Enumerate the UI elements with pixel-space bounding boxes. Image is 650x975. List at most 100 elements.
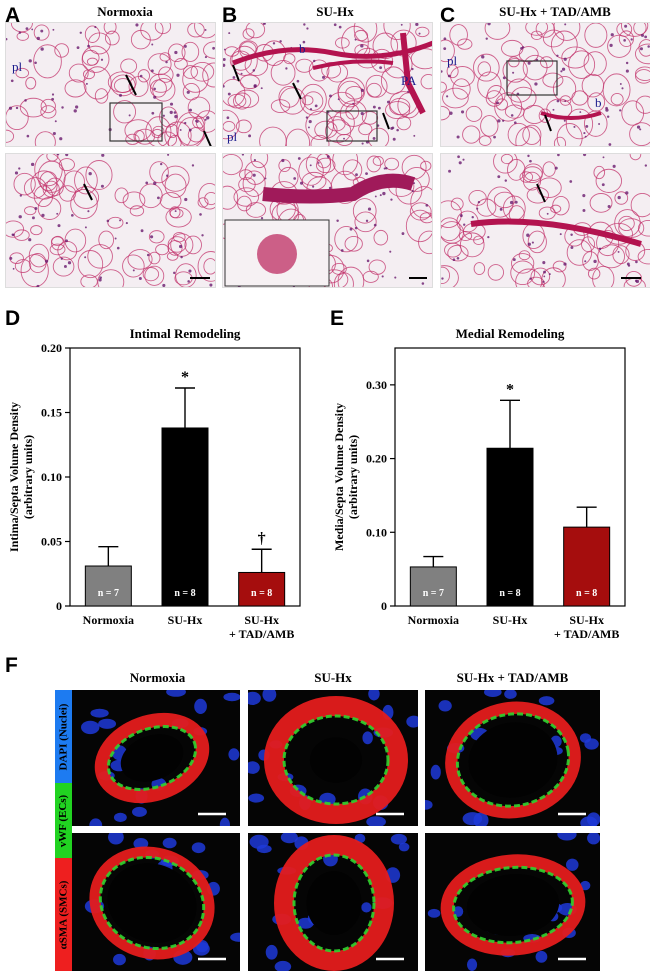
nucleus-dot: [176, 73, 180, 77]
nucleus-dot: [264, 177, 267, 180]
nucleus-dot: [160, 162, 163, 166]
alveolus: [494, 92, 523, 122]
alveolus: [231, 45, 258, 76]
nucleus-dot: [201, 234, 204, 237]
histology-title-normoxia: Normoxia: [97, 4, 153, 19]
chart-title: Intimal Remodeling: [130, 326, 241, 341]
nucleus-dot: [584, 260, 587, 263]
nucleus-dot: [647, 45, 650, 48]
nucleus-dot: [512, 258, 516, 261]
nucleus-dot: [386, 100, 390, 104]
nucleus-dot: [560, 70, 563, 73]
alveolus: [283, 53, 296, 65]
nucleus-dot: [569, 180, 573, 183]
lumen: [107, 863, 197, 943]
alveolus: [593, 165, 606, 180]
alveolus: [270, 60, 296, 86]
alveolus: [450, 66, 475, 87]
nucleus-dot: [497, 175, 501, 179]
nucleus-dot: [12, 267, 15, 270]
nucleus-dot: [179, 244, 183, 249]
alveolus: [583, 110, 608, 137]
nucleus-dot: [119, 219, 122, 222]
alveolus: [630, 192, 650, 218]
alveolus: [542, 161, 556, 177]
nucleus-dot: [412, 182, 416, 185]
alveolus: [385, 101, 411, 120]
alveolus: [493, 154, 518, 174]
alveolus: [484, 23, 511, 40]
x-tick-label: SU-Hx: [493, 613, 528, 627]
nucleus-dot: [644, 35, 648, 39]
nucleus-dot: [306, 27, 309, 30]
alveolus: [70, 188, 98, 220]
alveolus: [23, 177, 47, 199]
alveolus: [358, 123, 373, 136]
nucleus-dot: [65, 239, 68, 243]
alveolus: [223, 154, 243, 176]
arrow-marker: [203, 130, 212, 146]
nucleus-dot: [309, 164, 312, 167]
x-tick-label: SU-Hx: [569, 613, 604, 627]
alveolus: [174, 58, 188, 70]
nucleus-dot: [146, 253, 150, 257]
alveolus: [148, 251, 161, 265]
alveolus: [522, 124, 542, 145]
nucleus-dot: [150, 69, 154, 73]
nucleus-dot: [625, 69, 629, 73]
lumen: [466, 874, 560, 936]
nucleus-dot: [411, 67, 414, 71]
bar-n-label: n = 7: [423, 588, 444, 599]
alveolus: [33, 44, 62, 79]
alveolus: [459, 232, 485, 258]
nucleus-dot: [309, 108, 313, 111]
alveolus: [52, 256, 75, 277]
alveolus: [637, 248, 650, 265]
nucleus-dot: [116, 246, 120, 250]
nucleus-dot: [327, 111, 330, 114]
alveolus: [299, 83, 327, 116]
histology-normoxia-zoom: [5, 153, 216, 288]
nucleus: [191, 842, 206, 854]
nucleus-dot: [390, 127, 394, 130]
nucleus-dot: [57, 224, 61, 228]
zoom-box: [506, 60, 558, 96]
nucleus-dot: [458, 161, 462, 165]
alveolus: [540, 56, 554, 69]
nucleus-dot: [354, 38, 357, 41]
vessel-wall: [274, 835, 394, 971]
alveolus: [195, 110, 215, 133]
nucleus-dot: [531, 241, 534, 244]
nucleus-dot: [76, 46, 80, 50]
nucleus-dot: [71, 214, 74, 217]
alveolus: [337, 80, 363, 108]
nucleus: [90, 708, 109, 718]
alveolus: [637, 220, 650, 237]
nucleus-dot: [570, 233, 573, 237]
nucleus-dot: [476, 207, 479, 210]
nucleus: [249, 834, 269, 849]
alveolus: [326, 116, 346, 132]
alveolus: [64, 228, 87, 253]
nucleus-dot: [487, 23, 491, 26]
alveolus: [63, 170, 85, 193]
nucleus-dot: [85, 82, 88, 85]
nucleus-dot: [543, 275, 546, 278]
nucleus: [81, 720, 100, 735]
alveolus: [197, 251, 215, 282]
alveolus: [233, 187, 260, 207]
alveolus: [154, 23, 172, 35]
nucleus-dot: [447, 74, 451, 78]
nucleus-dot: [260, 87, 263, 90]
alveolus: [596, 229, 620, 257]
nucleus-dot: [153, 95, 157, 99]
nucleus-dot: [418, 32, 421, 35]
nucleus: [398, 842, 410, 852]
nucleus-dot: [617, 195, 621, 200]
nucleus-dot: [204, 28, 207, 31]
nucleus-dot: [639, 128, 642, 131]
nucleus-dot: [605, 108, 609, 112]
alveolus: [82, 69, 95, 80]
alveolus: [556, 123, 583, 146]
alveolus: [303, 91, 324, 111]
